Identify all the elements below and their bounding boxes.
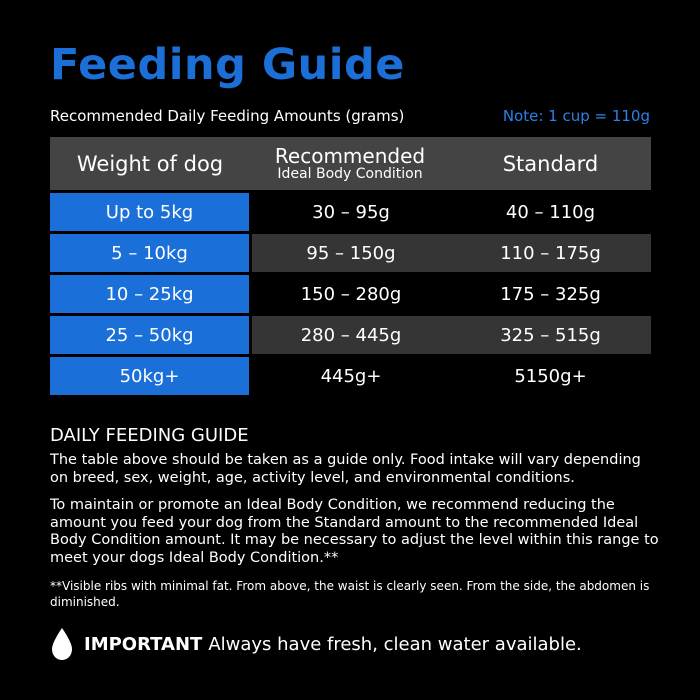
table-subtitle: Recommended Daily Feeding Amounts (grams… — [50, 107, 405, 125]
header-recommended: Recommended Ideal Body Condition — [250, 143, 450, 182]
important-label: IMPORTANT — [84, 633, 203, 655]
recommended-cell: 30 – 95g — [312, 201, 390, 223]
header-recommended-label: Recommended — [274, 143, 426, 168]
standard-cell: 40 – 110g — [505, 201, 596, 223]
important-text: Always have fresh, clean water available… — [208, 633, 582, 655]
recommended-cell: 150 – 280g — [300, 283, 402, 305]
daily-guide-paragraph-2: To maintain or promote an Ideal Body Con… — [50, 497, 659, 566]
table-row: 25 – 50kg 280 – 445g 325 – 515g — [50, 316, 651, 354]
header-weight: Weight of dog — [76, 151, 224, 176]
feeding-table: Weight of dog Recommended Ideal Body Con… — [50, 137, 651, 395]
recommended-cell: 95 – 150g — [252, 234, 450, 272]
weight-cell: 5 – 10kg — [50, 234, 249, 272]
table-row: Up to 5kg 30 – 95g 40 – 110g — [50, 193, 651, 231]
table-row: 50kg+ 445g+ 5150g+ — [50, 357, 651, 395]
page-title: Feeding Guide — [50, 40, 405, 90]
weight-cell: 25 – 50kg — [50, 316, 249, 354]
cup-note: Note: 1 cup = 110g — [502, 107, 650, 125]
footnote: **Visible ribs with minimal fat. From ab… — [50, 579, 650, 609]
recommended-cell: 445g+ — [320, 365, 382, 387]
header-standard: Standard — [502, 151, 599, 176]
table-header: Weight of dog Recommended Ideal Body Con… — [50, 137, 651, 190]
weight-cell: Up to 5kg — [50, 193, 249, 231]
weight-cell: 10 – 25kg — [50, 275, 249, 313]
recommended-cell: 280 – 445g — [252, 316, 450, 354]
standard-cell: 110 – 175g — [450, 234, 651, 272]
header-recommended-sub: Ideal Body Condition — [277, 165, 423, 182]
water-drop-icon — [52, 628, 72, 660]
table-row: 5 – 10kg 95 – 150g 110 – 175g — [50, 234, 651, 272]
weight-cell: 50kg+ — [50, 357, 249, 395]
standard-cell: 5150g+ — [514, 365, 587, 387]
table-row: 10 – 25kg 150 – 280g 175 – 325g — [50, 275, 651, 313]
daily-guide-paragraph-1: The table above should be taken as a gui… — [50, 452, 641, 486]
important-notice: IMPORTANT Always have fresh, clean water… — [50, 627, 582, 661]
standard-cell: 175 – 325g — [500, 283, 601, 305]
standard-cell: 325 – 515g — [450, 316, 651, 354]
daily-guide-heading: DAILY FEEDING GUIDE — [50, 425, 249, 446]
